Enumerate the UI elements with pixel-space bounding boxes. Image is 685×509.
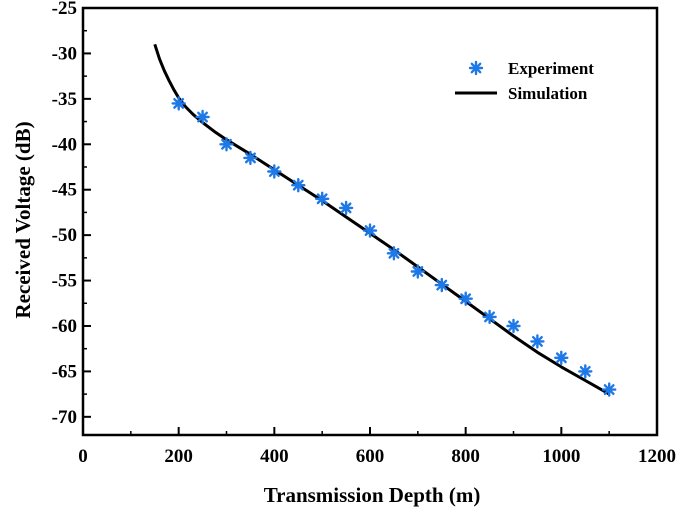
legend-asterisk-icon xyxy=(468,60,484,76)
y-tick-label: -55 xyxy=(52,271,77,292)
experiment-point xyxy=(171,96,186,111)
experiment-point xyxy=(291,177,306,193)
experiment-point xyxy=(386,246,402,261)
x-tick-label: 0 xyxy=(78,446,88,467)
x-axis-label: Transmission Depth (m) xyxy=(264,483,481,507)
legend-experiment-marker xyxy=(468,60,484,76)
x-tick-label: 800 xyxy=(451,446,480,467)
legend: Experiment Simulation xyxy=(455,59,594,103)
x-tick-label: 1200 xyxy=(638,446,676,467)
y-tick-label: -25 xyxy=(52,0,77,19)
experiment-point xyxy=(195,109,210,125)
legend-simulation-label: Simulation xyxy=(508,84,588,103)
experiment-point xyxy=(338,200,354,216)
y-tick-label: -70 xyxy=(52,407,77,428)
experiment-point xyxy=(578,364,593,379)
x-tick-label: 400 xyxy=(260,446,289,467)
x-axis: 0 200 400 600 800 1000 1200 xyxy=(78,427,676,467)
x-tick-label: 200 xyxy=(164,446,193,467)
experiment-point xyxy=(530,334,545,349)
x-tick-label: 600 xyxy=(356,446,385,467)
experiment-point xyxy=(243,150,258,166)
experiment-series xyxy=(171,96,617,397)
y-tick-label: -45 xyxy=(52,180,77,201)
experiment-point xyxy=(554,350,569,365)
experiment-point xyxy=(267,164,282,179)
y-tick-label: -40 xyxy=(52,134,77,155)
experiment-point xyxy=(482,309,497,325)
y-axis: -25 -30 -35 -40 -45 -50 -55 -60 -65 -70 xyxy=(52,0,91,428)
x-tick-label: 1000 xyxy=(542,446,580,467)
experiment-point xyxy=(315,191,330,207)
experiment-point xyxy=(362,223,378,238)
experiment-point xyxy=(434,277,449,293)
y-tick-label: -50 xyxy=(52,225,77,246)
y-tick-label: -60 xyxy=(52,316,77,337)
y-axis-label: Received Voltage (dB) xyxy=(11,121,35,318)
experiment-point xyxy=(506,318,521,334)
y-tick-label: -35 xyxy=(52,89,77,110)
experiment-point xyxy=(219,137,234,152)
experiment-point xyxy=(602,382,617,397)
y-tick-label: -65 xyxy=(52,361,77,382)
legend-experiment-label: Experiment xyxy=(508,59,594,78)
experiment-point xyxy=(458,291,473,306)
experiment-point xyxy=(410,264,425,279)
y-tick-label: -30 xyxy=(52,43,77,64)
